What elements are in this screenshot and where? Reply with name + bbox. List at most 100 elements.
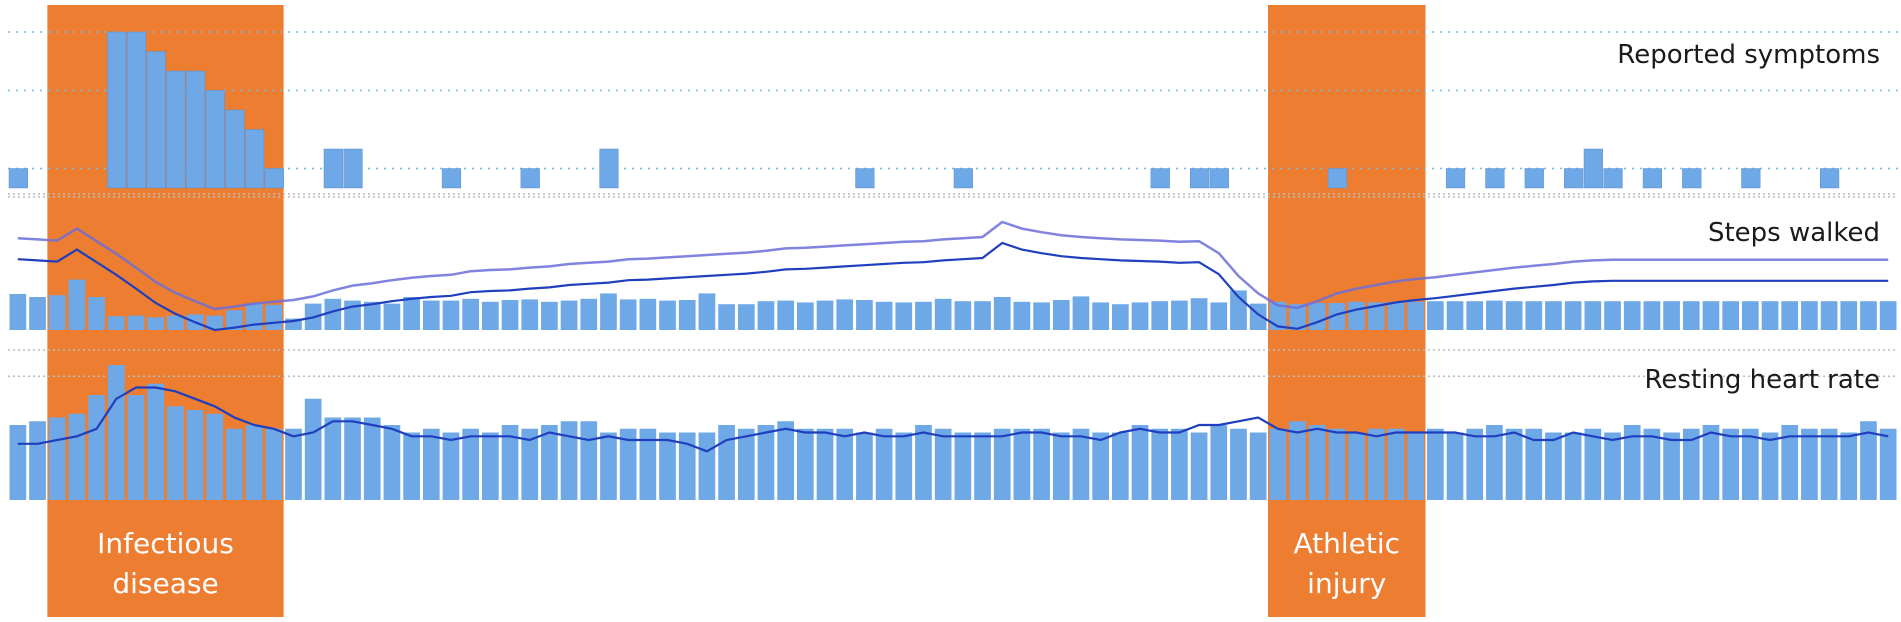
band-label-0-line-1: disease bbox=[112, 567, 218, 600]
p3-bar-32 bbox=[639, 428, 657, 500]
p1-bar-9 bbox=[185, 70, 206, 189]
p3-bar-61 bbox=[1210, 425, 1228, 500]
band-label-0-line-0: Infectious bbox=[97, 527, 234, 560]
p2-bar-7 bbox=[147, 317, 164, 330]
panel-reported-symptoms: Reported symptoms bbox=[8, 31, 1898, 195]
p3-bar-10 bbox=[206, 413, 224, 500]
p2-bar-40 bbox=[797, 302, 814, 330]
p1-bar-17 bbox=[343, 148, 363, 189]
p3-bar-30 bbox=[600, 432, 617, 500]
p3-bar-95 bbox=[1879, 428, 1897, 500]
p1-bar-22 bbox=[441, 168, 462, 189]
p3-bar-19 bbox=[383, 425, 401, 500]
p2-bar-11 bbox=[226, 310, 243, 330]
p2-bar-36 bbox=[718, 304, 735, 330]
p3-bar-85 bbox=[1682, 428, 1700, 500]
p3-bar-55 bbox=[1092, 432, 1109, 500]
p1-bar-0 bbox=[8, 168, 28, 189]
p2-bar-30 bbox=[600, 293, 617, 330]
p2-bar-10 bbox=[206, 315, 224, 330]
p3-bar-92 bbox=[1820, 428, 1838, 500]
p2-bar-77 bbox=[1525, 301, 1543, 330]
p2-bar-66 bbox=[1308, 303, 1326, 330]
p2-bar-29 bbox=[580, 298, 598, 330]
p2-bar-23 bbox=[462, 298, 479, 330]
p3-bar-79 bbox=[1564, 432, 1582, 500]
p3-bar-25 bbox=[501, 425, 519, 500]
p3-bar-40 bbox=[797, 428, 814, 500]
p2-bar-59 bbox=[1171, 300, 1188, 330]
p2-bar-80 bbox=[1584, 301, 1602, 330]
p2-bar-1 bbox=[29, 297, 46, 330]
p2-bar-19 bbox=[383, 303, 401, 330]
p3-bar-72 bbox=[1427, 428, 1444, 500]
p2-bar-81 bbox=[1604, 301, 1621, 330]
p3-bar-33 bbox=[659, 432, 676, 500]
p3-bar-8 bbox=[167, 406, 184, 500]
p2-bar-26 bbox=[521, 299, 539, 330]
p2-bar-22 bbox=[442, 300, 460, 330]
p2-bar-16 bbox=[324, 298, 342, 330]
p3-bar-16 bbox=[324, 417, 342, 500]
p3-bar-21 bbox=[422, 428, 440, 500]
p3-bar-63 bbox=[1249, 432, 1267, 500]
p2-bar-0 bbox=[9, 294, 27, 330]
p3-bar-86 bbox=[1702, 425, 1720, 500]
p1-bar-7 bbox=[146, 51, 166, 189]
p2-bar-71 bbox=[1407, 301, 1424, 330]
p3-bar-23 bbox=[462, 428, 479, 500]
p3-bar-88 bbox=[1742, 428, 1759, 500]
p3-bar-44 bbox=[875, 428, 893, 500]
band-labels-layer: Infectious disease Athletic injury bbox=[97, 527, 1400, 600]
p2-bar-68 bbox=[1348, 301, 1365, 330]
p3-bar-18 bbox=[363, 417, 381, 500]
p2-bar-55 bbox=[1092, 302, 1109, 330]
p2-bar-27 bbox=[541, 301, 558, 330]
p2-bar-50 bbox=[993, 297, 1011, 330]
p2-bar-67 bbox=[1328, 303, 1346, 330]
p1-bar-48 bbox=[953, 168, 973, 189]
p3-bar-94 bbox=[1860, 421, 1877, 500]
p3-bar-65 bbox=[1289, 421, 1306, 500]
p2-bar-85 bbox=[1682, 301, 1700, 330]
p2-bar-5 bbox=[107, 316, 125, 330]
p3-bar-69 bbox=[1367, 428, 1385, 500]
p2-bar-4 bbox=[88, 297, 105, 330]
p2-bar-88 bbox=[1742, 301, 1759, 330]
panel-steps-walked: Steps walked bbox=[8, 196, 1898, 332]
p3-bar-41 bbox=[816, 428, 834, 500]
p1-bar-77 bbox=[1524, 168, 1544, 189]
p3-bar-78 bbox=[1545, 432, 1562, 500]
p2-bar-84 bbox=[1663, 301, 1680, 330]
p2-bar-92 bbox=[1820, 301, 1838, 330]
p3-bar-80 bbox=[1584, 428, 1602, 500]
p3-bar-31 bbox=[619, 428, 637, 500]
p3-bar-75 bbox=[1486, 425, 1503, 500]
p3-bar-20 bbox=[403, 432, 420, 500]
p3-bar-59 bbox=[1171, 428, 1188, 500]
p2-bar-34 bbox=[678, 300, 696, 330]
p1-bar-83 bbox=[1642, 168, 1662, 189]
p2-bar-87 bbox=[1722, 301, 1739, 330]
p3-bar-43 bbox=[856, 432, 873, 500]
p1-bar-26 bbox=[520, 168, 540, 189]
p2-bar-78 bbox=[1545, 301, 1562, 330]
p3-bar-50 bbox=[993, 428, 1011, 500]
p2-bar-72 bbox=[1427, 301, 1444, 330]
p2-bar-41 bbox=[816, 300, 834, 330]
p3-bar-54 bbox=[1072, 428, 1090, 500]
p2-bar-52 bbox=[1033, 302, 1050, 330]
p3-bar-66 bbox=[1308, 425, 1326, 500]
p2-bar-56 bbox=[1112, 304, 1129, 330]
p3-bar-36 bbox=[718, 425, 735, 500]
p3-bar-70 bbox=[1387, 428, 1405, 500]
p3-bar-28 bbox=[560, 421, 578, 500]
p3-bar-62 bbox=[1230, 428, 1247, 500]
p3-bar-48 bbox=[954, 432, 972, 500]
p3-bar-67 bbox=[1328, 428, 1346, 500]
p2-bar-37 bbox=[737, 304, 755, 330]
p3-bar-90 bbox=[1781, 425, 1799, 500]
p1-bar-5 bbox=[107, 31, 127, 189]
p2-bar-44 bbox=[875, 301, 893, 330]
